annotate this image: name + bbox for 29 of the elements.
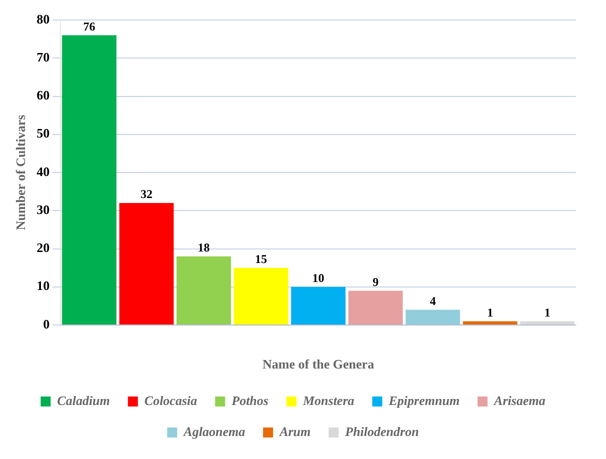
data-label: 76 — [83, 19, 96, 34]
y-tick-label: 80 — [36, 11, 50, 26]
legend-label: Aglaonema — [182, 424, 246, 439]
y-tick-label: 20 — [36, 240, 50, 256]
legend-label: Epipremnum — [388, 392, 460, 408]
data-label: 4 — [430, 294, 436, 308]
y-tick-label: 70 — [36, 49, 50, 64]
y-tick-label: 30 — [36, 202, 50, 217]
legend-label: Philodendron — [345, 424, 419, 439]
y-tick-label: 50 — [36, 126, 50, 141]
legend-label: Arisaema — [493, 392, 546, 408]
data-label: 10 — [312, 270, 324, 285]
legend-label: Monstera — [302, 392, 355, 408]
data-label: 15 — [255, 252, 268, 266]
data-label: 9 — [372, 274, 379, 289]
data-label: 32 — [140, 187, 152, 202]
y-tick-label: 40 — [36, 164, 50, 179]
data-label: 18 — [198, 240, 210, 254]
x-axis-title: Name of the Genera — [262, 356, 375, 372]
legend-label: Pothos — [232, 392, 268, 408]
legend-label: Arum — [278, 424, 311, 439]
legend-label: Caladium — [57, 392, 110, 408]
y-axis-title: Number of Cultivars — [13, 114, 28, 230]
data-label: 1 — [487, 305, 494, 320]
y-tick-label: 0 — [43, 316, 50, 332]
data-label: 1 — [544, 305, 550, 320]
legend-label: Colocasia — [144, 392, 198, 408]
y-tick-label: 10 — [36, 278, 50, 294]
y-tick-label: 60 — [36, 88, 50, 103]
